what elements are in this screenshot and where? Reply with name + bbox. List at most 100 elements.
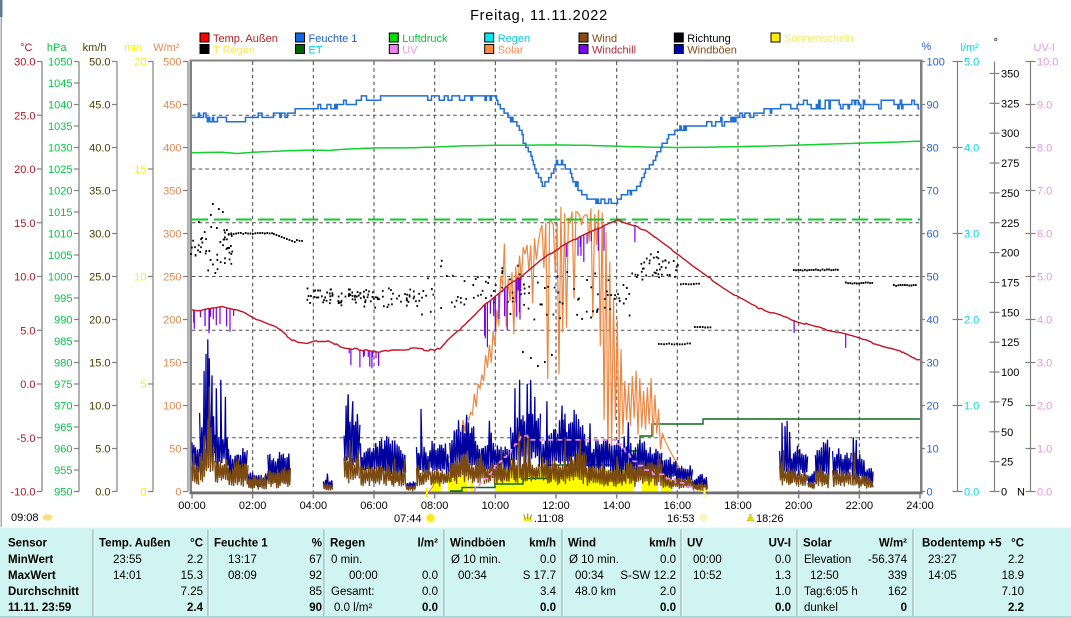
svg-text:0.0: 0.0 xyxy=(422,602,438,614)
svg-text:339: 339 xyxy=(888,570,907,582)
svg-text:Ø 10 min.: Ø 10 min. xyxy=(569,554,619,566)
svg-text:300: 300 xyxy=(1001,128,1019,140)
svg-text:08:00: 08:00 xyxy=(421,500,449,512)
svg-text:UV: UV xyxy=(687,538,703,550)
svg-text:MinWert: MinWert xyxy=(8,554,53,566)
svg-text:l/m²: l/m² xyxy=(961,42,980,54)
svg-text:950: 950 xyxy=(54,487,72,499)
svg-text:1.3: 1.3 xyxy=(775,570,791,582)
svg-text:1.0: 1.0 xyxy=(775,586,791,598)
svg-text:2.2: 2.2 xyxy=(187,554,203,566)
svg-text:975: 975 xyxy=(54,379,72,391)
svg-text:S 17.7: S 17.7 xyxy=(523,570,556,582)
svg-text:km/h: km/h xyxy=(649,538,676,550)
svg-text:162: 162 xyxy=(888,586,907,598)
svg-text:10.0: 10.0 xyxy=(14,272,35,284)
svg-text:0.0: 0.0 xyxy=(422,570,438,582)
svg-text:3.0: 3.0 xyxy=(964,229,979,241)
svg-text:985: 985 xyxy=(54,336,72,348)
svg-text:Feuchte 1: Feuchte 1 xyxy=(214,538,268,550)
svg-text:0: 0 xyxy=(901,602,907,614)
svg-text:°: ° xyxy=(994,37,998,49)
svg-text:Richtung: Richtung xyxy=(687,33,730,45)
svg-text:7.25: 7.25 xyxy=(181,586,203,598)
svg-text:90: 90 xyxy=(927,100,939,112)
svg-text:15.0: 15.0 xyxy=(89,358,110,370)
svg-text:MaxWert: MaxWert xyxy=(8,570,56,582)
svg-text:04:00: 04:00 xyxy=(300,500,328,512)
svg-text:1.0: 1.0 xyxy=(964,401,979,413)
svg-text:Temp. Außen: Temp. Außen xyxy=(99,538,171,550)
svg-text:970: 970 xyxy=(54,401,72,413)
svg-text:12:00: 12:00 xyxy=(542,500,570,512)
svg-text:20: 20 xyxy=(927,401,939,413)
svg-text:14:00: 14:00 xyxy=(603,500,631,512)
svg-text:Bodentemp +5: Bodentemp +5 xyxy=(922,538,1002,550)
svg-text:100: 100 xyxy=(1001,367,1019,379)
svg-text:300: 300 xyxy=(163,229,181,241)
svg-text:67: 67 xyxy=(309,554,322,566)
svg-text:80: 80 xyxy=(927,143,939,155)
svg-text:Durchschnitt: Durchschnitt xyxy=(8,586,79,598)
svg-text:100: 100 xyxy=(927,57,945,69)
svg-text:Tag:6:05 h: Tag:6:05 h xyxy=(804,586,858,598)
svg-text:0.0: 0.0 xyxy=(660,554,676,566)
svg-text:0.0: 0.0 xyxy=(775,602,791,614)
svg-text:450: 450 xyxy=(163,100,181,112)
svg-text:50: 50 xyxy=(927,272,939,284)
svg-text:Sensor: Sensor xyxy=(8,538,48,550)
svg-text:60: 60 xyxy=(927,229,939,241)
svg-text:km/h: km/h xyxy=(83,42,107,54)
svg-text:0: 0 xyxy=(1001,487,1007,499)
svg-text:0.0: 0.0 xyxy=(964,487,979,499)
svg-text:275: 275 xyxy=(1001,158,1019,170)
svg-text:250: 250 xyxy=(163,272,181,284)
svg-text:20.0: 20.0 xyxy=(89,315,110,327)
svg-text:75: 75 xyxy=(1001,397,1013,409)
svg-text:10: 10 xyxy=(927,444,939,456)
svg-text:11.11. 23:59: 11.11. 23:59 xyxy=(8,602,71,614)
svg-text:5.0: 5.0 xyxy=(1037,272,1052,284)
svg-text:30.0: 30.0 xyxy=(89,229,110,241)
svg-text:1020: 1020 xyxy=(48,186,72,198)
svg-text:T Regen: T Regen xyxy=(213,45,255,57)
svg-text:350: 350 xyxy=(163,186,181,198)
svg-text:250: 250 xyxy=(1001,188,1019,200)
svg-text:20: 20 xyxy=(134,57,146,69)
svg-text:16:00: 16:00 xyxy=(664,500,692,512)
svg-text:9.0: 9.0 xyxy=(1037,100,1052,112)
svg-text:2.0: 2.0 xyxy=(660,586,676,598)
svg-text:Sonnenschein: Sonnenschein xyxy=(784,33,854,45)
svg-text:2.2: 2.2 xyxy=(1008,602,1024,614)
svg-text:1025: 1025 xyxy=(48,164,72,176)
svg-text:5.0: 5.0 xyxy=(95,444,110,456)
svg-text:25.0: 25.0 xyxy=(14,110,35,122)
svg-text:35.0: 35.0 xyxy=(89,186,110,198)
svg-text:1015: 1015 xyxy=(48,207,72,219)
svg-text:1005: 1005 xyxy=(48,250,72,262)
svg-text:2.0: 2.0 xyxy=(1037,401,1052,413)
svg-text:30: 30 xyxy=(927,358,939,370)
svg-text:10:00: 10:00 xyxy=(482,500,510,512)
svg-text:0.0 l/m²: 0.0 l/m² xyxy=(334,602,373,614)
svg-text:min: min xyxy=(124,42,142,54)
svg-text:22:00: 22:00 xyxy=(846,500,874,512)
svg-text:0: 0 xyxy=(175,487,181,499)
svg-text:00:00: 00:00 xyxy=(349,570,378,582)
svg-text:UV-I: UV-I xyxy=(769,538,791,550)
svg-text:3.0: 3.0 xyxy=(1037,358,1052,370)
svg-text:40: 40 xyxy=(927,315,939,327)
svg-text:325: 325 xyxy=(1001,98,1019,110)
svg-text:14:05: 14:05 xyxy=(928,570,957,582)
svg-text:W/m²: W/m² xyxy=(153,42,180,54)
svg-text:°C: °C xyxy=(20,42,32,54)
svg-text:.11:08: .11:08 xyxy=(534,513,564,525)
svg-text:48.0 km: 48.0 km xyxy=(575,586,616,598)
svg-text:06:00: 06:00 xyxy=(360,500,388,512)
svg-text:4.0: 4.0 xyxy=(964,143,979,155)
svg-text:125: 125 xyxy=(1001,337,1019,349)
svg-text:92: 92 xyxy=(309,570,322,582)
svg-text:990: 990 xyxy=(54,315,72,327)
svg-text:0.0: 0.0 xyxy=(660,602,676,614)
svg-text:30.0: 30.0 xyxy=(14,57,35,69)
